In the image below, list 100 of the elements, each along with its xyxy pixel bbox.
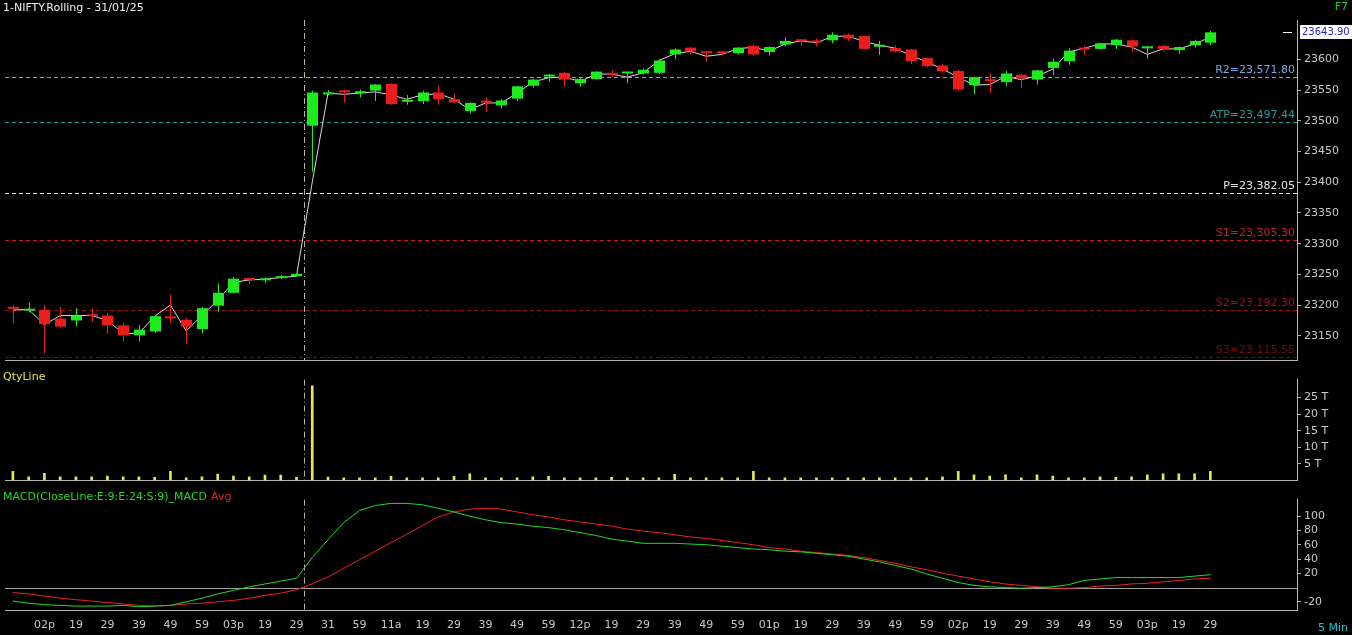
y-tick-label: 23500 [1304,113,1339,127]
x-tick-label: 03p [222,618,244,632]
y-tick-label: 20 [1304,566,1318,580]
bar [878,477,881,481]
x-tick-label: 39 [131,618,146,632]
bar [358,477,361,481]
y-tick-label: 40 [1304,551,1318,565]
x-tick-label: 02p [947,618,969,632]
candlestick [165,294,176,324]
candlestick [953,69,964,92]
bar [925,477,929,481]
candlestick [701,50,712,63]
bar [1082,477,1086,481]
y-tick-label: 80 [1304,523,1318,537]
bar [1177,473,1181,481]
x-tick-label: 59 [194,618,209,632]
y-tick-label: 25 T [1304,390,1329,404]
y-tick-label: -20 [1304,594,1322,608]
bar [988,475,992,481]
text: 5 Min [1317,621,1348,634]
x-tick-label: 59 [919,618,934,632]
bar [799,477,803,481]
bar [216,473,220,481]
bar [468,473,472,481]
x-tick-label: 19 [982,618,997,632]
y-tick-label: 23150 [1304,328,1339,342]
x-tick-label: 11a [380,618,402,632]
x-tick-label: 59 [352,618,367,632]
bar [169,471,172,481]
candlestick [181,317,192,345]
bar [736,477,739,481]
y-tick-label: 23400 [1304,175,1339,189]
x-tick-label: 02p [33,618,55,632]
x-tick-label: 19 [68,618,83,632]
ref-line-label: S1=23,305.30 [1215,226,1295,240]
text: MACD(CloseLine:E:9:E:24:S:9)_MACD [3,490,208,503]
candlestick [55,306,66,329]
bar [436,477,440,481]
x-tick-label: 49 [888,618,903,632]
y-tick-label: 20 T [1304,406,1329,420]
x-tick-label: 29 [636,618,651,632]
x-tick-label: 19 [793,618,808,632]
bar [1019,477,1023,481]
text: Avg [211,490,232,503]
bar [421,477,424,481]
bar [1130,476,1133,481]
bar [27,476,30,481]
candlestick [213,283,224,313]
x-tick-label: 29 [289,618,304,632]
bar [295,477,298,481]
candlestick [39,304,50,355]
ref-line-label: ATP=23,497.44 [1209,108,1295,122]
bar [232,475,235,481]
bar [563,477,566,481]
x-tick-label: 19 [415,618,430,632]
bar [531,476,535,481]
chart-title: 1-NIFTY.Rolling - 31/01/25 [3,1,144,14]
bar [310,385,314,481]
text: QtyLine [3,370,46,383]
x-tick-label: 29 [1014,618,1029,632]
x-tick-label: 29 [447,618,462,632]
bar [830,477,834,481]
bar [941,476,944,481]
bar [1209,471,1212,481]
candlestick [481,96,492,113]
bar [153,477,157,481]
bar [247,476,251,481]
x-tick-label: 59 [1108,618,1123,632]
x-tick-label: 39 [1045,618,1060,632]
x-tick-label: 49 [699,618,714,632]
x-tick-label: 12p [569,618,591,632]
bar [689,477,692,481]
x-tick-label: 01p [758,618,780,632]
ref-line-label: P=23,382.05 [1223,179,1295,193]
text: 23643.90 [1300,25,1352,39]
bar [184,477,188,481]
candlestick [985,72,996,94]
candlestick [197,306,208,334]
bar [121,476,125,481]
ref-line-label: S2=23,192.30 [1215,296,1295,310]
y-tick-label: 23450 [1304,144,1339,158]
bar [373,477,377,481]
x-tick-label: 19 [1171,618,1186,632]
y-tick-label: 23300 [1304,236,1339,250]
x-tick-label: 39 [478,618,493,632]
text: F7 [1334,0,1348,13]
y-tick-label: 23200 [1304,297,1339,311]
bar [43,473,46,481]
x-tick-label: 31 [321,618,335,632]
bar [610,477,613,481]
y-tick-label: 100 [1304,509,1325,523]
candlestick [386,82,397,106]
bar [1051,475,1055,481]
bar [767,477,771,481]
x-tick-label: 49 [163,618,178,632]
bar [673,474,676,481]
candlestick [8,304,19,325]
ref-line-label: R2=23,571.80 [1215,63,1295,77]
y-tick-label: 15 T [1304,423,1329,437]
x-tick-label: 19 [604,618,619,632]
